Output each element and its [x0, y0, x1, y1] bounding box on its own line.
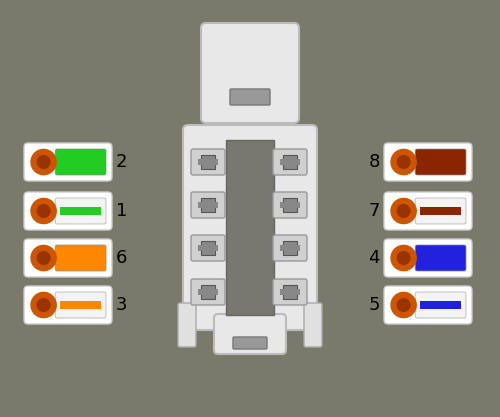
FancyBboxPatch shape — [283, 285, 297, 299]
Text: 2: 2 — [116, 153, 128, 171]
Bar — [198, 245, 218, 251]
FancyBboxPatch shape — [273, 279, 307, 305]
FancyBboxPatch shape — [415, 292, 466, 318]
Text: 8: 8 — [368, 153, 380, 171]
Bar — [280, 245, 300, 251]
Text: 5: 5 — [368, 296, 380, 314]
FancyBboxPatch shape — [201, 23, 299, 123]
FancyBboxPatch shape — [384, 192, 472, 230]
FancyBboxPatch shape — [183, 125, 317, 330]
FancyBboxPatch shape — [24, 239, 112, 277]
Bar — [280, 159, 300, 165]
Circle shape — [31, 198, 56, 224]
FancyBboxPatch shape — [384, 286, 472, 324]
FancyBboxPatch shape — [191, 279, 225, 305]
FancyBboxPatch shape — [201, 155, 215, 169]
Bar — [60, 301, 101, 309]
FancyBboxPatch shape — [55, 245, 106, 271]
FancyBboxPatch shape — [273, 149, 307, 175]
FancyBboxPatch shape — [415, 198, 466, 224]
Circle shape — [31, 245, 56, 271]
FancyBboxPatch shape — [24, 192, 112, 230]
Circle shape — [391, 198, 416, 224]
Circle shape — [398, 205, 410, 217]
Circle shape — [391, 149, 416, 175]
Circle shape — [31, 149, 56, 175]
FancyBboxPatch shape — [415, 149, 466, 175]
FancyBboxPatch shape — [201, 285, 215, 299]
FancyBboxPatch shape — [55, 198, 106, 224]
FancyBboxPatch shape — [214, 314, 286, 354]
FancyBboxPatch shape — [24, 286, 112, 324]
Bar — [60, 207, 101, 215]
FancyBboxPatch shape — [304, 303, 322, 347]
Circle shape — [398, 299, 410, 311]
FancyBboxPatch shape — [191, 192, 225, 218]
FancyBboxPatch shape — [283, 198, 297, 212]
FancyBboxPatch shape — [273, 235, 307, 261]
Bar — [198, 289, 218, 295]
Circle shape — [31, 292, 56, 318]
Circle shape — [38, 252, 50, 264]
FancyBboxPatch shape — [283, 241, 297, 255]
Circle shape — [38, 299, 50, 311]
Bar — [420, 301, 461, 309]
FancyBboxPatch shape — [24, 143, 112, 181]
Circle shape — [398, 156, 410, 168]
FancyBboxPatch shape — [55, 292, 106, 318]
Bar — [420, 207, 461, 215]
Bar — [198, 202, 218, 208]
Circle shape — [38, 156, 50, 168]
FancyBboxPatch shape — [384, 239, 472, 277]
Bar — [280, 289, 300, 295]
Text: 3: 3 — [116, 296, 128, 314]
Text: 1: 1 — [116, 202, 128, 220]
FancyBboxPatch shape — [384, 143, 472, 181]
FancyBboxPatch shape — [201, 241, 215, 255]
FancyBboxPatch shape — [415, 245, 466, 271]
Bar — [198, 159, 218, 165]
Text: 7: 7 — [368, 202, 380, 220]
Circle shape — [38, 205, 50, 217]
FancyBboxPatch shape — [230, 89, 270, 105]
Circle shape — [391, 245, 416, 271]
FancyBboxPatch shape — [178, 303, 196, 347]
FancyBboxPatch shape — [55, 149, 106, 175]
FancyBboxPatch shape — [233, 337, 267, 349]
Circle shape — [398, 252, 410, 264]
FancyBboxPatch shape — [226, 140, 274, 315]
Text: 4: 4 — [368, 249, 380, 267]
Text: 6: 6 — [116, 249, 128, 267]
Circle shape — [391, 292, 416, 318]
FancyBboxPatch shape — [191, 235, 225, 261]
FancyBboxPatch shape — [273, 192, 307, 218]
FancyBboxPatch shape — [283, 155, 297, 169]
FancyBboxPatch shape — [201, 198, 215, 212]
Bar — [280, 202, 300, 208]
FancyBboxPatch shape — [191, 149, 225, 175]
